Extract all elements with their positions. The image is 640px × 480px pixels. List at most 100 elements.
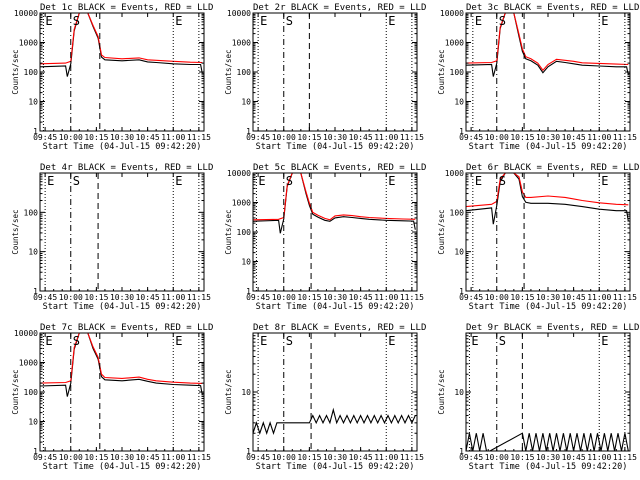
event-marker-label: E [388, 334, 395, 348]
x-axis-label: Start Time (04-Jul-15 09:42:20) [469, 462, 628, 472]
y-tick-label: 1000 [445, 169, 464, 178]
plot-frame [39, 12, 205, 132]
x-tick-label: 10:30 [536, 133, 560, 142]
x-tick-label: 10:15 [297, 453, 321, 462]
event-marker-label: E [175, 334, 182, 348]
panel-title: Det 2r BLACK = Events, RED = LLD [253, 3, 426, 13]
x-tick-label: 10:45 [136, 293, 160, 302]
y-axis-label: Counts/sec [224, 369, 233, 414]
y-tick-label: 1 [459, 447, 464, 456]
x-axis-label: Start Time (04-Jul-15 09:42:20) [469, 302, 628, 312]
y-tick-label: 1 [459, 127, 464, 136]
x-tick-label: 10:30 [536, 293, 560, 302]
x-tick-label: 10:30 [110, 453, 134, 462]
y-tick-label: 10 [241, 388, 251, 397]
x-tick-label: 10:30 [323, 293, 347, 302]
event-marker-label: E [260, 334, 267, 348]
x-tick-label: 11:00 [587, 453, 611, 462]
event-marker-label: E [175, 174, 182, 188]
y-axis-label: Counts/sec [224, 209, 233, 254]
x-tick-label: 10:45 [562, 293, 586, 302]
y-tick-label: 10000 [440, 9, 464, 18]
x-tick-label: 10:45 [349, 293, 373, 302]
y-tick-label: 10 [28, 248, 38, 257]
y-tick-label: 100 [24, 388, 39, 397]
x-tick-label: 11:00 [374, 453, 398, 462]
event-marker-label: E [45, 14, 52, 28]
x-axis-label: Start Time (04-Jul-15 09:42:20) [43, 142, 202, 152]
x-tick-label: 10:30 [110, 293, 134, 302]
y-tick-label: 1 [33, 127, 38, 136]
panel-title: Det 1c BLACK = Events, RED = LLD [40, 3, 213, 13]
y-tick-label: 10 [454, 388, 464, 397]
plot-frame [465, 172, 631, 292]
y-axis-label: Counts/sec [224, 49, 233, 94]
plot-frame [252, 172, 418, 292]
x-tick-label: 09:45 [246, 453, 270, 462]
event-marker-label: E [388, 14, 395, 28]
y-tick-label: 1000 [19, 39, 38, 48]
x-tick-label: 10:15 [84, 133, 108, 142]
event-marker-label: E [175, 14, 182, 28]
x-tick-label: 11:00 [161, 293, 185, 302]
x-tick-label: 11:15 [613, 453, 637, 462]
y-tick-label: 10 [454, 98, 464, 107]
x-tick-label: 10:30 [323, 453, 347, 462]
lld-series-line [253, 173, 416, 221]
x-tick-label: 11:15 [613, 293, 637, 302]
y-tick-label: 10000 [227, 9, 251, 18]
event-marker-label: E [45, 334, 52, 348]
lld-series-line [40, 13, 203, 65]
x-tick-label: 10:15 [84, 293, 108, 302]
x-tick-label: 11:00 [161, 133, 185, 142]
x-tick-label: 09:45 [459, 293, 483, 302]
plot-frame [39, 332, 205, 452]
event-marker-label: E [471, 334, 478, 348]
x-axis-label: Start Time (04-Jul-15 09:42:20) [256, 142, 415, 152]
y-tick-label: 1 [459, 287, 464, 296]
x-tick-label: 09:45 [246, 293, 270, 302]
x-tick-label: 11:15 [400, 453, 424, 462]
x-tick-label: 10:30 [536, 453, 560, 462]
y-tick-label: 10 [241, 258, 251, 267]
x-tick-label: 11:15 [187, 293, 211, 302]
y-tick-label: 100 [237, 228, 252, 237]
event-marker-label: S [286, 334, 293, 348]
x-tick-label: 11:15 [400, 133, 424, 142]
lld-series-line [466, 13, 629, 72]
panel-title: Det 6r BLACK = Events, RED = LLD [466, 163, 639, 173]
y-axis-label: Counts/sec [11, 369, 20, 414]
x-tick-label: 10:00 [485, 293, 509, 302]
plot-frame [252, 12, 418, 132]
plot-frame [39, 172, 205, 292]
x-tick-label: 10:45 [349, 133, 373, 142]
lld-series-line [40, 333, 203, 384]
y-tick-label: 10000 [14, 329, 38, 338]
x-tick-label: 11:00 [587, 293, 611, 302]
x-tick-label: 09:45 [33, 293, 57, 302]
x-axis-label: Start Time (04-Jul-15 09:42:20) [469, 142, 628, 152]
x-tick-label: 11:15 [187, 453, 211, 462]
event-marker-label: S [73, 174, 80, 188]
y-tick-label: 10000 [227, 169, 251, 178]
event-marker-label: E [601, 14, 608, 28]
x-tick-label: 10:00 [272, 453, 296, 462]
x-tick-label: 11:00 [374, 133, 398, 142]
y-tick-label: 100 [450, 208, 465, 217]
event-marker-label: S [286, 174, 293, 188]
y-tick-label: 1000 [19, 359, 38, 368]
x-tick-label: 10:45 [136, 453, 160, 462]
x-tick-label: 10:15 [84, 453, 108, 462]
x-axis-label: Start Time (04-Jul-15 09:42:20) [43, 302, 202, 312]
x-tick-label: 09:45 [459, 133, 483, 142]
y-axis-label: Counts/sec [437, 49, 446, 94]
x-tick-label: 09:45 [459, 453, 483, 462]
event-marker-label: S [499, 14, 506, 28]
event-marker-label: E [260, 14, 267, 28]
